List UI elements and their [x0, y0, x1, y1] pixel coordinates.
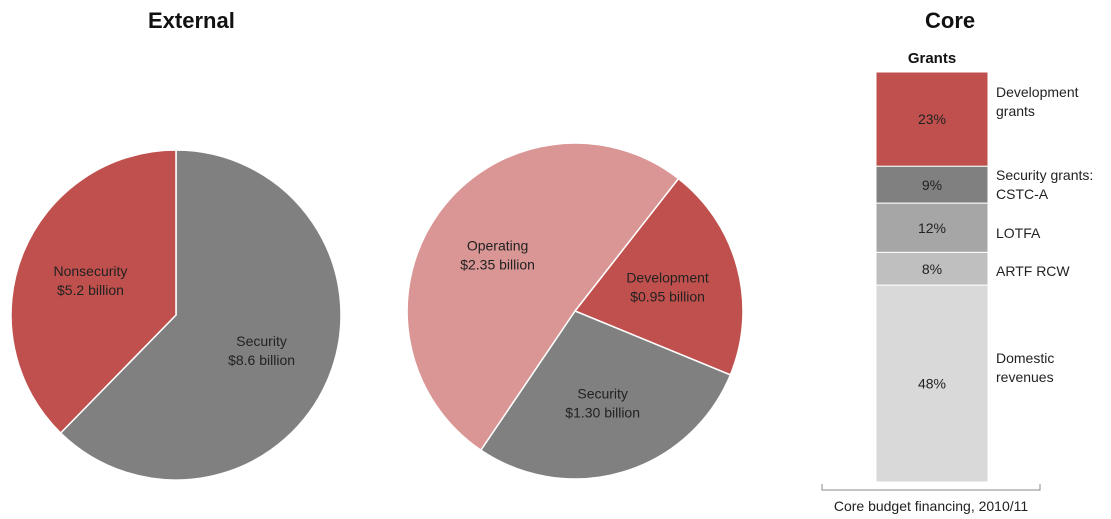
bar-label-lotfa: LOTFA [996, 225, 1041, 241]
external-heading: External [148, 8, 235, 33]
pie2-slice-security [479, 310, 732, 480]
bar-xlabel: Core budget financing, 2010/11 [834, 498, 1029, 514]
grants-header: Grants [908, 50, 956, 67]
pie1-label-security: Security $8.6 billion [228, 333, 295, 368]
pie1-label-nonsecurity: Nonsecurity $5.2 billion [53, 263, 127, 298]
bar-value-artf-rcw: 8% [922, 261, 942, 277]
pie1-slice-security [59, 149, 342, 481]
pie2-label-development: Development $0.95 billion [626, 269, 709, 304]
bar-axis-bracket [821, 484, 1041, 491]
bar-value-lotfa: 12% [918, 220, 946, 236]
bar-segment-development-grants [875, 71, 989, 167]
core-heading: Core [925, 8, 976, 33]
bar-value-security-grants-cstc-a: 9% [922, 177, 942, 193]
bar-segment-security-grants-cstc-a [875, 165, 989, 204]
bar-value-domestic-revenues: 48% [918, 376, 946, 392]
pie2-label-operating: Operating $2.35 billion [460, 238, 535, 273]
pie2-label-security: Security $1.30 billion [565, 386, 640, 421]
pie1-slice-nonsecurity [10, 149, 177, 435]
pie2-slice-development [573, 177, 744, 376]
bar-label-development-grants: Development grants [996, 84, 1079, 119]
pie2-slice-operating [406, 142, 680, 452]
bar-label-security-grants-cstc-a: Security grants: CSTC-A [996, 167, 1093, 202]
bar-segment-domestic-revenues [875, 284, 989, 483]
bar-value-development-grants: 23% [918, 111, 946, 127]
bar-segment-lotfa [875, 202, 989, 253]
bar-label-artf-rcw: ARTF RCW [996, 263, 1070, 279]
bar-label-domestic-revenues: Domestic revenues [996, 350, 1054, 385]
bar-segment-artf-rcw [875, 251, 989, 286]
